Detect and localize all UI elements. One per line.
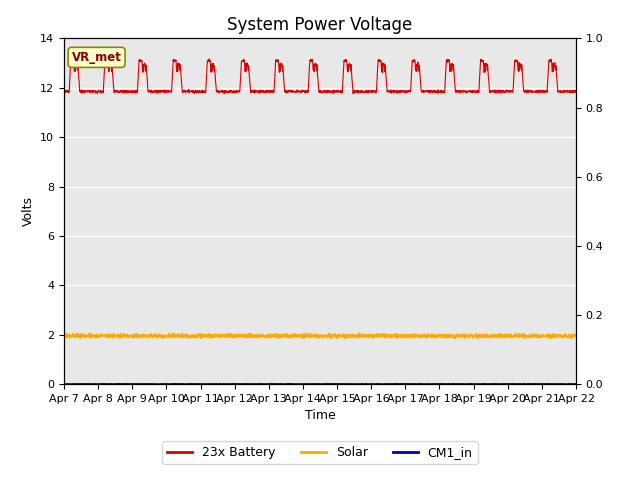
CM1_in [508, 381, 515, 387]
23x Battery [149, 90, 157, 96]
CM1_in [451, 381, 458, 386]
Solar [279, 332, 287, 337]
23x Battery [257, 87, 264, 93]
23x Battery [508, 88, 515, 94]
CM1_in [279, 381, 287, 386]
23x Battery [60, 89, 68, 95]
Solar [257, 334, 264, 339]
23x Battery [572, 90, 580, 96]
CM1_in [563, 381, 570, 387]
Text: VR_met: VR_met [72, 51, 122, 64]
Solar [149, 334, 157, 339]
CM1_in [187, 381, 195, 387]
Solar [563, 331, 570, 337]
CM1_in [118, 381, 126, 387]
Line: 23x Battery: 23x Battery [64, 59, 576, 94]
Title: System Power Voltage: System Power Voltage [227, 16, 413, 34]
Solar [170, 330, 177, 336]
CM1_in [60, 381, 68, 386]
X-axis label: Time: Time [305, 409, 335, 422]
Solar [508, 333, 515, 338]
Solar [60, 334, 68, 339]
Solar [118, 333, 126, 339]
CM1_in [257, 381, 264, 387]
CM1_in [572, 381, 580, 387]
Y-axis label: Volts: Volts [22, 196, 35, 226]
Line: Solar: Solar [64, 333, 576, 339]
Legend: 23x Battery, Solar, CM1_in: 23x Battery, Solar, CM1_in [163, 441, 477, 464]
Solar [275, 336, 282, 342]
23x Battery [118, 88, 126, 94]
23x Battery [563, 89, 570, 95]
23x Battery [205, 56, 213, 62]
23x Battery [349, 91, 357, 96]
CM1_in [149, 381, 157, 387]
Solar [572, 333, 580, 338]
23x Battery [279, 62, 287, 68]
